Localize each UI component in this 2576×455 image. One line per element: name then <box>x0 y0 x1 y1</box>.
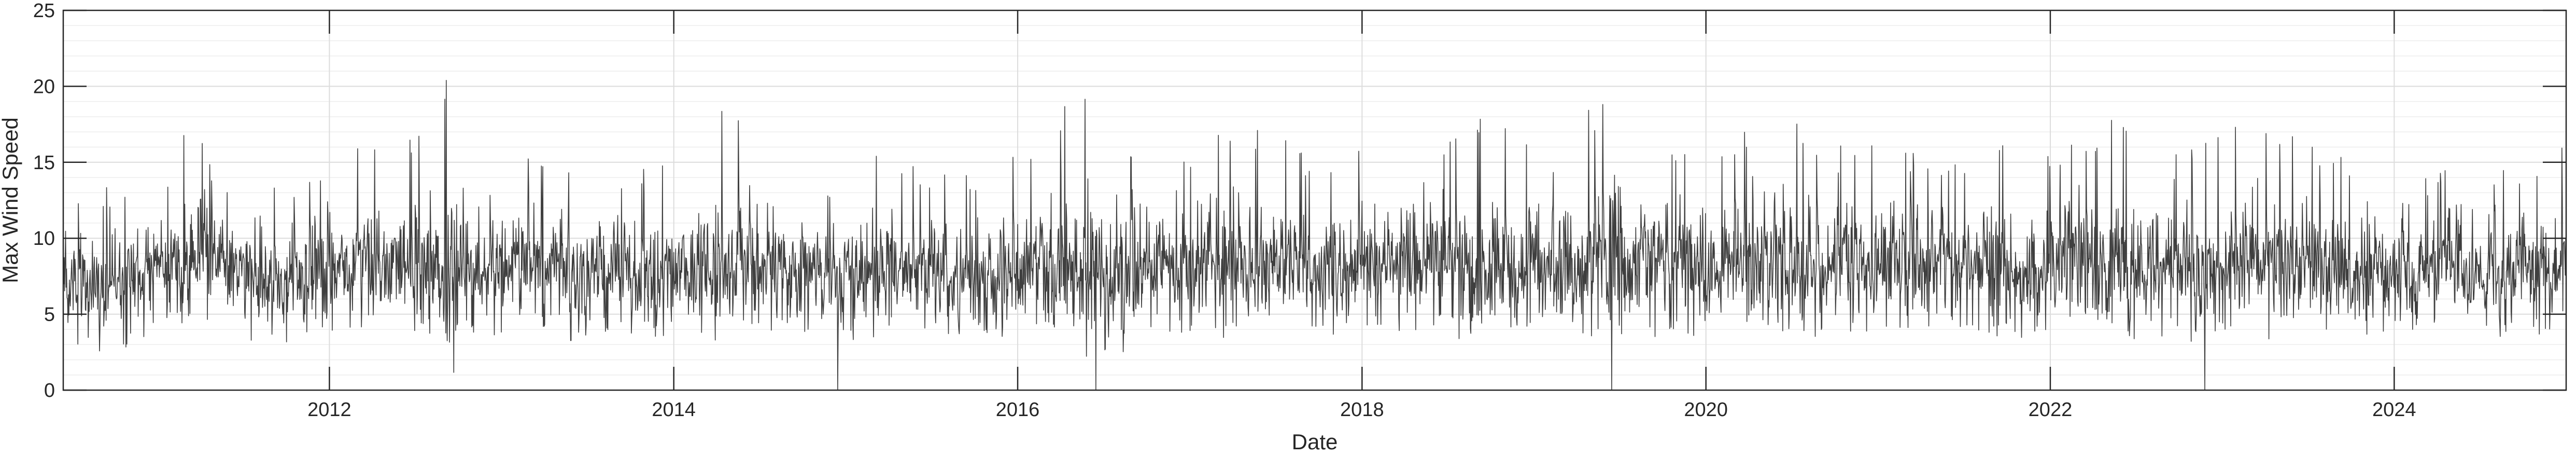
x-tick-label: 2016 <box>996 399 1040 421</box>
x-tick-label: 2020 <box>1684 399 1728 421</box>
minor-grid <box>63 25 2566 376</box>
y-tick-label: 20 <box>33 76 55 98</box>
series-layer <box>63 80 2567 391</box>
x-tick-label: 2014 <box>652 399 696 421</box>
x-tick-label: 2018 <box>1340 399 1384 421</box>
plot-frame <box>62 9 2567 391</box>
y-axis-title: Max Wind Speed <box>0 117 22 283</box>
y-tick-label: 10 <box>33 228 55 250</box>
x-tick-label: 2022 <box>2029 399 2073 421</box>
y-tick-label: 0 <box>44 380 55 402</box>
y-tick-label: 5 <box>44 304 55 326</box>
y-axis-ticks: 0 5 10 15 20 25 <box>33 0 2566 402</box>
y-tick-label: 15 <box>33 152 55 174</box>
x-tick-label: 2024 <box>2372 399 2416 421</box>
axes-box <box>62 9 2567 391</box>
y-tick-label: 25 <box>33 0 55 22</box>
x-tick-label: 2012 <box>307 399 351 421</box>
series-line <box>63 80 2567 391</box>
x-axis-ticks: 2012 2014 2016 2018 2020 2022 2024 <box>307 10 2416 421</box>
x-axis-title: Date <box>1292 430 1338 454</box>
